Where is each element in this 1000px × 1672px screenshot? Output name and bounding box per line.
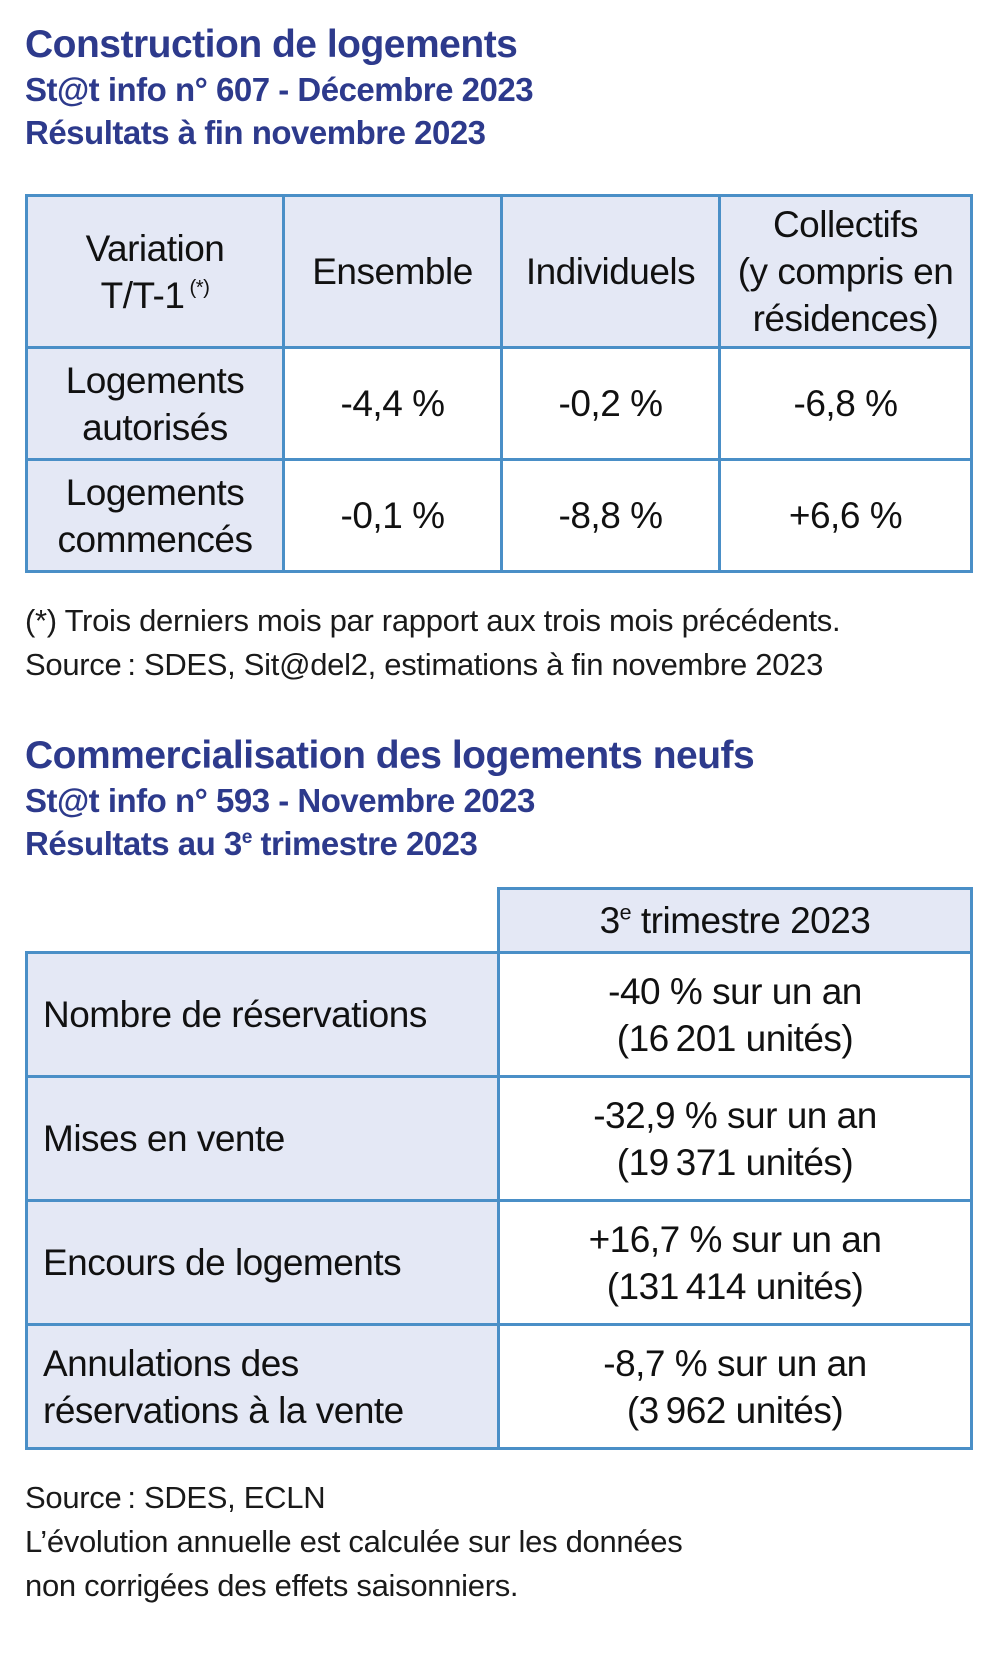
results-date-suffix: trimestre 2023: [251, 825, 478, 862]
ordinal-superscript: e: [241, 827, 253, 848]
row-label-line2: commencés: [57, 518, 253, 560]
cell-commences-individuels: -8,8 %: [500, 458, 721, 573]
source-line: Source : SDES, Sit@del2, estimations à f…: [25, 647, 824, 682]
construction-results-date: Résultats à fin novembre 2023: [25, 114, 486, 151]
header-collectifs: Collectifs (y compris en résidences): [718, 194, 973, 349]
row-label-line1: Logements: [65, 471, 245, 513]
value-units: (16 201 unités): [616, 1017, 854, 1059]
header-variation: Variation T/T-1 (*): [25, 194, 285, 349]
commercialisation-notes: Source : SDES, ECLN L’évolution annuelle…: [25, 1476, 975, 1608]
cell-autorises-collectifs: -6,8 %: [718, 346, 973, 461]
cell-commences-ensemble: -0,1 %: [282, 458, 503, 573]
table-row: Logements commencés -0,1 % -8,8 % +6,6 %: [25, 458, 973, 573]
commercialisation-table-header-row: 3e trimestre 2023: [27, 887, 973, 954]
header-variation-label: T/T-1: [100, 274, 185, 316]
table-row: Logements autorisés -4,4 % -0,2 % -6,8 %: [25, 346, 973, 461]
construction-stat-info: St@t info n° 607 - Décembre 2023: [25, 71, 534, 108]
results-date-prefix: Résultats au 3: [25, 825, 242, 862]
cell-autorises-individuels: -0,2 %: [500, 346, 721, 461]
method-note-line2: non corrigées des effets saisonniers.: [25, 1568, 519, 1603]
value-units: (131 414 unités): [606, 1265, 864, 1307]
construction-section: Construction de logements St@t info n° 6…: [25, 22, 975, 687]
header-trimestre: 3e trimestre 2023: [497, 887, 973, 954]
row-label-logements-autorises: Logements autorisés: [25, 346, 285, 461]
method-note-line1: L’évolution annuelle est calculée sur le…: [25, 1524, 683, 1559]
row-label-mises-en-vente: Mises en vente: [25, 1075, 500, 1202]
commercialisation-table: 3e trimestre 2023 Nombre de réservations…: [25, 887, 973, 1450]
construction-table: Variation T/T-1 (*) Ensemble Individuels …: [25, 194, 973, 573]
row-label-encours: Encours de logements: [25, 1199, 500, 1326]
ordinal-superscript: e: [619, 900, 632, 925]
cell-reservations-value: -40 % sur un an (16 201 unités): [497, 951, 973, 1078]
value-percent: +16,7 % sur un an: [588, 1218, 882, 1260]
header-ensemble: Ensemble: [282, 194, 503, 349]
table-row: Annulations des réservations à la vente …: [25, 1323, 973, 1450]
footnote-marker: (*): [189, 277, 210, 300]
row-label-line1: Logements: [65, 359, 245, 401]
row-label-line1: Nombre de réservations: [43, 994, 427, 1035]
row-label-line1: Annulations des: [43, 1342, 299, 1384]
row-label-line1: Encours de logements: [43, 1242, 402, 1283]
source-line: Source : SDES, ECLN: [25, 1480, 326, 1515]
value-percent: -32,9 % sur un an: [593, 1094, 877, 1136]
construction-notes: (*) Trois derniers mois par rapport aux …: [25, 599, 975, 687]
row-label-annulations: Annulations des réservations à la vente: [25, 1323, 500, 1450]
table-row: Nombre de réservations -40 % sur un an (…: [25, 951, 973, 1078]
header-individuels: Individuels: [500, 194, 721, 349]
commercialisation-section: Commercialisation des logements neufs St…: [25, 733, 975, 1608]
header-trimestre-prefix: 3: [599, 900, 621, 941]
row-label-line2: réservations à la vente: [43, 1389, 404, 1431]
row-label-reservations: Nombre de réservations: [25, 951, 500, 1078]
row-label-logements-commences: Logements commencés: [25, 458, 285, 573]
header-variation-line1: Variation: [85, 227, 225, 269]
header-collectifs-line1: Collectifs: [772, 204, 919, 245]
construction-title: Construction de logements: [25, 23, 518, 66]
row-label-line1: Mises en vente: [43, 1118, 285, 1159]
page: Construction de logements St@t info n° 6…: [25, 22, 975, 1608]
header-trimestre-suffix: trimestre 2023: [631, 900, 871, 941]
value-percent: -8,7 % sur un an: [603, 1342, 867, 1384]
cell-commences-collectifs: +6,6 %: [718, 458, 973, 573]
commercialisation-title: Commercialisation des logements neufs: [25, 734, 755, 777]
header-collectifs-line2: (y compris en: [737, 251, 954, 292]
table-row: Mises en vente -32,9 % sur un an (19 371…: [25, 1075, 973, 1202]
cell-encours-value: +16,7 % sur un an (131 414 unités): [497, 1199, 973, 1326]
commercialisation-results-date: Résultats au 3e trimestre 2023: [25, 822, 975, 865]
footnote-definition: (*) Trois derniers mois par rapport aux …: [25, 603, 841, 638]
empty-corner-cell: [27, 889, 499, 953]
value-units: (19 371 unités): [616, 1141, 854, 1183]
value-percent: -40 % sur un an: [608, 970, 862, 1012]
commercialisation-stat-info: St@t info n° 593 - Novembre 2023: [25, 782, 535, 819]
cell-autorises-ensemble: -4,4 %: [282, 346, 503, 461]
table-row: Encours de logements +16,7 % sur un an (…: [25, 1199, 973, 1326]
header-variation-line2: T/T-1 (*): [34, 272, 276, 319]
header-collectifs-line3: résidences): [752, 298, 939, 339]
row-label-line2: autorisés: [82, 406, 228, 448]
cell-annulations-value: -8,7 % sur un an (3 962 unités): [497, 1323, 973, 1450]
construction-table-header-row: Variation T/T-1 (*) Ensemble Individuels …: [25, 194, 973, 349]
value-units: (3 962 unités): [626, 1389, 844, 1431]
cell-mises-en-vente-value: -32,9 % sur un an (19 371 unités): [497, 1075, 973, 1202]
